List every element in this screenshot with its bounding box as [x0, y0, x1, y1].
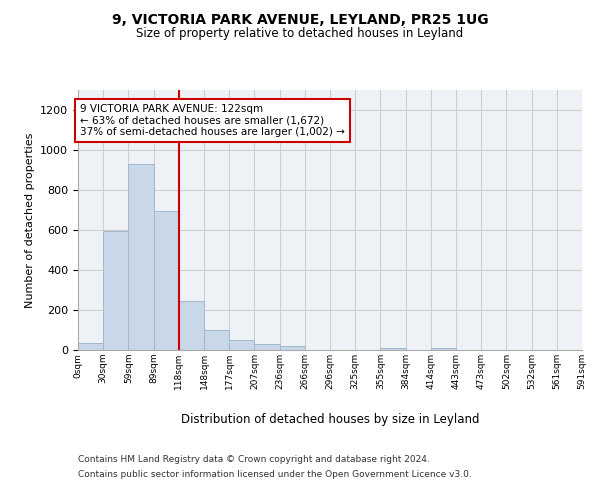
Bar [103, 231, 128, 350]
Bar [128, 164, 154, 350]
Text: Size of property relative to detached houses in Leyland: Size of property relative to detached ho… [136, 28, 464, 40]
Bar [280, 346, 305, 350]
Bar [380, 348, 406, 350]
Text: 9 VICTORIA PARK AVENUE: 122sqm
← 63% of detached houses are smaller (1,672)
37% : 9 VICTORIA PARK AVENUE: 122sqm ← 63% of … [80, 104, 344, 137]
Bar [254, 344, 280, 350]
Y-axis label: Number of detached properties: Number of detached properties [25, 132, 35, 308]
Bar [229, 340, 254, 350]
Bar [78, 343, 103, 350]
Bar [204, 330, 229, 350]
Text: 9, VICTORIA PARK AVENUE, LEYLAND, PR25 1UG: 9, VICTORIA PARK AVENUE, LEYLAND, PR25 1… [112, 12, 488, 26]
Bar [154, 211, 179, 350]
Text: Distribution of detached houses by size in Leyland: Distribution of detached houses by size … [181, 412, 479, 426]
Text: Contains public sector information licensed under the Open Government Licence v3: Contains public sector information licen… [78, 470, 472, 479]
Bar [431, 348, 456, 350]
Text: Contains HM Land Registry data © Crown copyright and database right 2024.: Contains HM Land Registry data © Crown c… [78, 455, 430, 464]
Bar [179, 301, 204, 350]
